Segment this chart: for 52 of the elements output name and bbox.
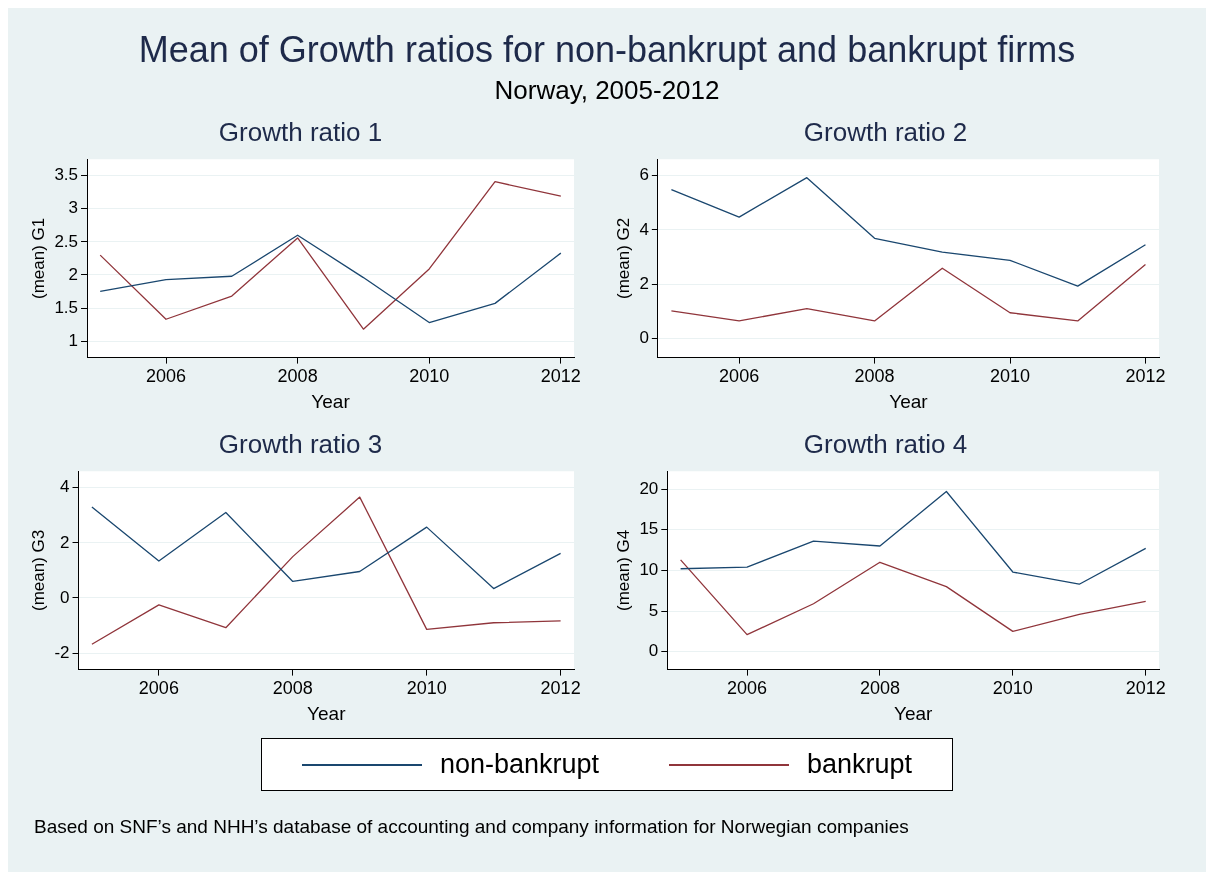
y-tick-label: 15 xyxy=(639,519,659,539)
x-tick-label: 2012 xyxy=(540,678,581,699)
x-tick-label: 2006 xyxy=(719,366,760,387)
x-tick-label: 2010 xyxy=(409,366,450,387)
text: Norway, 2005-2012 xyxy=(493,74,721,107)
x-tick-label: 2012 xyxy=(1125,366,1166,387)
y-tick-label: 3 xyxy=(68,198,79,218)
x-tick-label: 2008 xyxy=(854,366,895,387)
y-tick-label: 6 xyxy=(639,165,649,185)
x-tick-label: 2006 xyxy=(727,678,768,699)
y-tick-label: 1.5 xyxy=(54,297,79,317)
y-tick-label: 2.5 xyxy=(54,231,79,251)
x-tick-label: 2008 xyxy=(272,678,313,699)
x-tick-label: 2010 xyxy=(989,366,1031,387)
y-tick-label: 4 xyxy=(60,477,70,497)
y-axis-title: (mean) G2 xyxy=(613,217,633,300)
y-tick-label: 2 xyxy=(639,273,649,293)
chart-title: Growth ratio 2 xyxy=(803,116,968,147)
chart-title: Growth ratio 3 xyxy=(218,428,383,459)
x-tick-label: 2012 xyxy=(1125,678,1166,699)
x-tick-label: 2006 xyxy=(145,366,187,387)
x-tick-label: 2008 xyxy=(277,366,318,387)
text: Mean of Growth ratios for non-bankrupt and bankrupt firms xyxy=(137,28,1077,72)
y-tick-label: 5 xyxy=(648,600,659,620)
x-axis-title: Year xyxy=(889,390,929,412)
y-axis-title: (mean) G3 xyxy=(28,529,48,612)
y-tick-label: 2 xyxy=(60,532,70,552)
legend-label: non-bankrupt xyxy=(439,749,600,780)
x-tick-label: 2006 xyxy=(138,678,179,699)
y-tick-label: 0 xyxy=(639,328,649,348)
y-axis-title: (mean) G1 xyxy=(28,217,48,300)
chart-title: Growth ratio 4 xyxy=(803,428,968,459)
x-tick-label: 2010 xyxy=(992,678,1033,699)
y-tick-label: -2 xyxy=(54,642,70,662)
y-tick-label: 3.5 xyxy=(54,165,79,185)
y-tick-label: 20 xyxy=(639,478,659,498)
x-tick-label: 2008 xyxy=(859,678,900,699)
y-tick-label: 1 xyxy=(68,330,79,350)
y-tick-label: 2 xyxy=(68,264,79,284)
chart-title: Growth ratio 1 xyxy=(218,116,383,147)
y-tick-label: 0 xyxy=(648,641,659,661)
x-axis-title: Year xyxy=(307,702,347,724)
y-tick-label: 0 xyxy=(60,587,70,607)
x-axis-title: Year xyxy=(893,702,934,724)
y-tick-label: 4 xyxy=(639,219,649,239)
x-axis-title: Year xyxy=(311,390,351,412)
x-tick-label: 2010 xyxy=(406,678,447,699)
y-axis-title: (mean) G4 xyxy=(613,529,633,612)
text: Based on SNF’s and NHH’s database of accounting and company information for Norwegian companies xyxy=(34,816,910,838)
legend-label: bankrupt xyxy=(807,749,913,780)
y-tick-label: 10 xyxy=(639,560,659,580)
x-tick-label: 2012 xyxy=(540,366,581,387)
